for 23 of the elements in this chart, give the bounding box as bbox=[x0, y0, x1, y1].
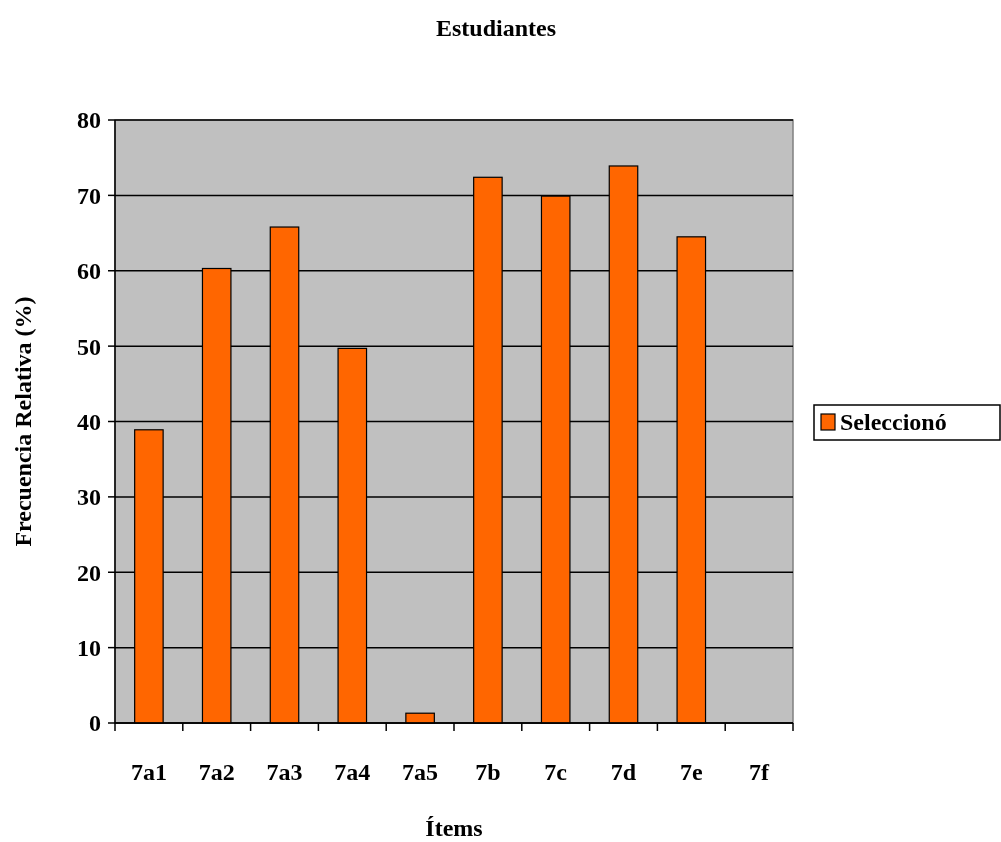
y-tick-label: 20 bbox=[77, 559, 101, 586]
x-tick-label: 7a1 bbox=[130, 759, 167, 785]
y-tick-label: 30 bbox=[77, 484, 101, 511]
y-tick-label: 0 bbox=[89, 710, 101, 737]
x-tick-label: 7c bbox=[544, 759, 568, 785]
x-tick-label: 7a5 bbox=[402, 759, 439, 785]
y-axis-title: Frecuencia Relativa (%) bbox=[10, 296, 36, 547]
x-tick-label: 7a2 bbox=[198, 759, 235, 785]
y-tick-label: 70 bbox=[77, 182, 101, 209]
legend-label: Seleccionó bbox=[840, 409, 947, 435]
y-tick-label: 80 bbox=[77, 107, 101, 134]
y-tick-label: 10 bbox=[77, 635, 101, 662]
y-tick-label: 60 bbox=[77, 258, 101, 285]
y-tick-label: 40 bbox=[77, 408, 101, 435]
x-tick-label: 7f bbox=[749, 759, 771, 785]
x-tick-label: 7a4 bbox=[334, 759, 371, 785]
x-axis-title: Ítems bbox=[425, 815, 483, 841]
x-tick-label: 7a3 bbox=[266, 759, 303, 785]
y-tick-label: 50 bbox=[77, 333, 101, 360]
x-tick-label: 7e bbox=[679, 759, 703, 785]
x-tick-label: 7b bbox=[475, 759, 501, 785]
chart-title: Estudiantes bbox=[435, 15, 557, 41]
x-tick-label: 7d bbox=[610, 759, 637, 785]
